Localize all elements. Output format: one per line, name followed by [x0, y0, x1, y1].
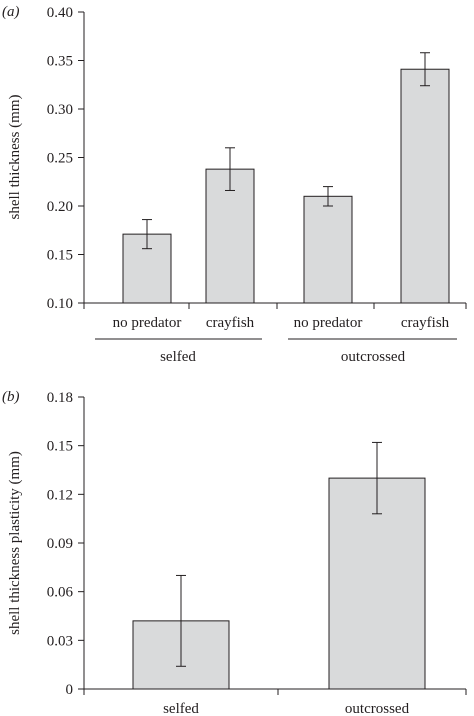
panel-a-y-tick-label: 0.10: [47, 296, 73, 312]
panel-b-y-tick-label: 0: [66, 682, 74, 698]
panel-b-x-ticks: [83, 689, 467, 695]
panel-b-y-tick-label: 0.12: [47, 487, 73, 503]
panel-a-x-ticks: [83, 303, 467, 309]
panel-b-y-tick-label: 0.15: [47, 439, 73, 455]
panel-b-category-label: outcrossed: [345, 701, 410, 716]
panel-a-category-label: crayfish: [401, 315, 450, 331]
panel-a-y-tick-label: 0.40: [47, 5, 73, 21]
panel-a-bar: [205, 168, 255, 304]
panel-b-y-tick-label: 0.18: [47, 390, 73, 406]
panel-a-group-label-selfed: selfed: [160, 349, 196, 365]
panel-a-category-labels: no predator crayfish no predator crayfish: [113, 315, 450, 331]
panel-a-y-ticks: 0.10 0.15 0.20 0.25 0.30 0.35 0.40: [47, 5, 84, 312]
panel-a-category-label: no predator: [294, 315, 363, 331]
panel-a-y-tick-label: 0.20: [47, 199, 73, 215]
panel-a-group-label-outcrossed: outcrossed: [341, 349, 406, 365]
panel-b-category-label: selfed: [163, 701, 199, 716]
panel-b: (b) shell thickness plasticity (mm) 0 0.0…: [2, 389, 467, 716]
panel-b-label: (b): [2, 389, 20, 405]
panel-a-y-tick-label: 0.15: [47, 248, 73, 264]
panel-a-bar: [400, 68, 450, 304]
panel-a-y-tick-label: 0.25: [47, 151, 73, 167]
panel-a-bars: [122, 68, 450, 304]
panel-b-y-tick-label: 0.06: [47, 585, 74, 601]
panel-a-y-tick-label: 0.30: [47, 102, 73, 118]
panel-a-category-label: no predator: [113, 315, 182, 331]
panel-b-y-ticks: 0 0.03 0.06 0.09 0.12 0.15 0.18: [47, 390, 84, 698]
panel-b-y-tick-label: 0.03: [47, 633, 73, 649]
panel-b-y-tick-label: 0.09: [47, 536, 73, 552]
panel-a-y-tick-label: 0.35: [47, 54, 73, 70]
panel-b-bars: [132, 477, 426, 690]
panel-a-category-label: crayfish: [206, 315, 255, 331]
panel-a-error-bars: [142, 52, 430, 250]
panel-b-error-bars: [176, 441, 382, 667]
panel-a-y-axis-title: shell thickness (mm): [7, 95, 23, 220]
panel-b-y-axis-title: shell thickness plasticity (mm): [7, 451, 23, 635]
panel-a: (a) shell thickness (mm) 0.10 0.15 0.20 0.2…: [2, 4, 467, 365]
panel-b-category-labels: selfed outcrossed: [163, 701, 409, 716]
panel-a-label: (a): [2, 4, 20, 20]
panel-a-bar: [303, 195, 353, 304]
